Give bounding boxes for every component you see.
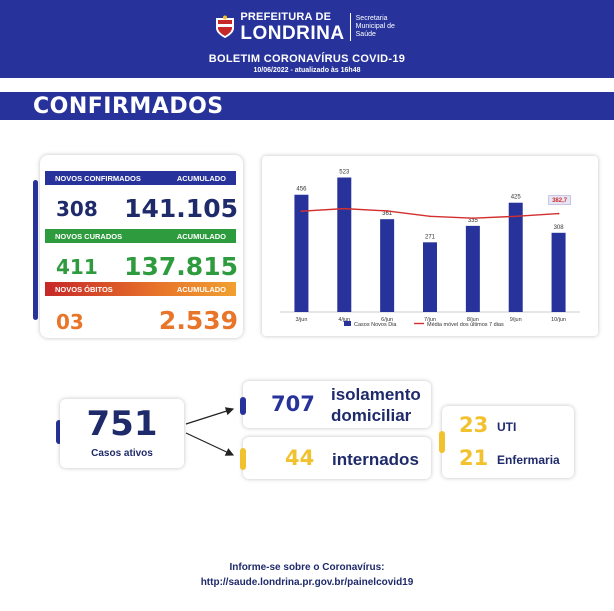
moving-average-point <box>557 212 560 215</box>
arrow-to-internados <box>185 432 235 456</box>
bar-value-label: 335 <box>468 218 479 224</box>
active-cases-card: 751 Casos ativos <box>60 399 184 468</box>
moving-average-point <box>514 215 517 218</box>
internados-card <box>243 437 431 479</box>
legend-line-label: Média móvel dos últimos 7 dias <box>427 322 504 328</box>
prefeitura-logo: PREFEITURA DE LONDRINA Secretaria Munici… <box>0 8 614 46</box>
city-name: LONDRINA <box>240 22 345 44</box>
x-tick-label: 6/jun <box>381 317 393 323</box>
x-tick-label: 9/jun <box>510 317 522 323</box>
chart-card: 456 3/jun 523 4/jun 361 6/jun 271 7/jun 335 8/jun… <box>262 156 598 336</box>
confirmados-acc-label: ACUMULADO <box>176 173 226 183</box>
bar-value-label: 361 <box>382 211 393 217</box>
isolamento-card <box>243 381 431 428</box>
x-tick-label: 10/jun <box>551 317 566 323</box>
bar-value-label: 523 <box>339 170 350 176</box>
obitos-label: NOVOS ÓBITOS <box>55 284 113 294</box>
header-banner: PREFEITURA DE LONDRINA Secretaria Munici… <box>0 0 614 78</box>
stats-accent-bar <box>33 180 38 320</box>
ativos-accent-bar <box>56 420 62 444</box>
x-tick-label: 4/jun <box>338 317 350 323</box>
x-tick-label: 7/jun <box>424 317 436 323</box>
uti-label: UTI <box>497 420 517 434</box>
logo-divider <box>349 13 351 41</box>
bulletin-date: 10/06/2022 - atualizado às 16h48 <box>253 67 361 74</box>
moving-average-point <box>300 210 303 213</box>
cases-chart: 456 3/jun 523 4/jun 361 6/jun 271 7/jun 335 8/jun… <box>280 170 580 328</box>
stats-card <box>40 155 243 338</box>
leitos-accent-bar <box>439 431 445 453</box>
bar-10/jun <box>551 232 566 312</box>
obitos-acc-label: ACUMULADO <box>176 284 226 294</box>
obitos-header: NOVOS ÓBITOS ACUMULADO <box>45 282 236 296</box>
bulletin-title: BOLETIM CORONAVÍRUS COVID-19 <box>208 53 406 65</box>
moving-average-point <box>429 215 431 218</box>
bar-value-label: 308 <box>554 225 565 231</box>
enfermaria-label: Enfermaria <box>497 453 560 467</box>
curados-label: NOVOS CURADOS <box>55 231 123 241</box>
isolamento-label-2: domiciliar <box>331 406 412 425</box>
moving-average-point <box>343 207 346 210</box>
isolamento-label-1: isolamento <box>331 385 421 404</box>
isolamento-value: 707 <box>271 392 315 416</box>
bar-9/jun <box>508 202 523 312</box>
section-title: CONFIRMADOS <box>33 94 224 119</box>
curados-new: 411 <box>56 255 98 279</box>
active-cases-value: 751 <box>86 404 158 444</box>
obitos-total: 2.539 <box>158 306 238 335</box>
internados-label: internados <box>332 450 419 469</box>
internados-accent-bar <box>240 448 246 470</box>
confirmados-header: NOVOS CONFIRMADOS ACUMULADO <box>45 171 236 185</box>
secretaria-label: Secretaria Municipal de Saúde <box>355 15 395 38</box>
x-tick-label: 8/jun <box>467 317 479 323</box>
bar-7/jun <box>423 242 437 312</box>
active-cases-label: Casos ativos <box>91 448 153 459</box>
bar-4/jun <box>337 177 352 312</box>
prefeitura-label: PREFEITURA DE <box>240 10 332 23</box>
legend-bar-label: Casos Novos Dia <box>354 322 397 328</box>
section-banner: CONFIRMADOS <box>0 92 614 120</box>
confirmados-label: NOVOS CONFIRMADOS <box>55 173 141 183</box>
curados-total: 137.815 <box>124 252 238 281</box>
curados-acc-label: ACUMULADO <box>176 231 226 241</box>
annotation-label: 382,7 <box>552 198 568 204</box>
confirmados-new: 308 <box>56 197 98 221</box>
uti-value: 23 <box>459 413 489 437</box>
arrow-to-isolamento <box>185 407 235 425</box>
x-tick-label: 3/jun <box>295 317 307 323</box>
bar-value-label: 456 <box>296 187 307 193</box>
bar-value-label: 425 <box>511 195 522 201</box>
annotation-box <box>548 195 571 205</box>
isolamento-accent-bar <box>240 397 246 415</box>
footer-line1: Informe-se sobre o Coronavírus: <box>229 562 385 573</box>
confirmados-total: 141.105 <box>124 194 238 223</box>
bar-8/jun <box>465 225 480 312</box>
legend-bar-swatch <box>344 321 351 326</box>
obitos-new: 03 <box>56 310 84 334</box>
leitos-card <box>442 406 574 478</box>
curados-header: NOVOS CURADOS ACUMULADO <box>45 229 236 243</box>
internados-value: 44 <box>285 446 315 470</box>
enfermaria-value: 21 <box>459 446 489 470</box>
coat-of-arms-icon <box>216 15 235 38</box>
footer-link[interactable]: http://saude.londrina.pr.gov.br/painelco… <box>200 577 414 588</box>
bar-3/jun <box>294 194 309 312</box>
moving-average-point <box>386 210 389 212</box>
footer-info: Informe-se sobre o Coronavírus: http://s… <box>0 560 614 590</box>
bar-value-label: 271 <box>425 234 436 240</box>
bar-6/jun <box>380 219 395 312</box>
moving-average-point <box>471 217 474 220</box>
